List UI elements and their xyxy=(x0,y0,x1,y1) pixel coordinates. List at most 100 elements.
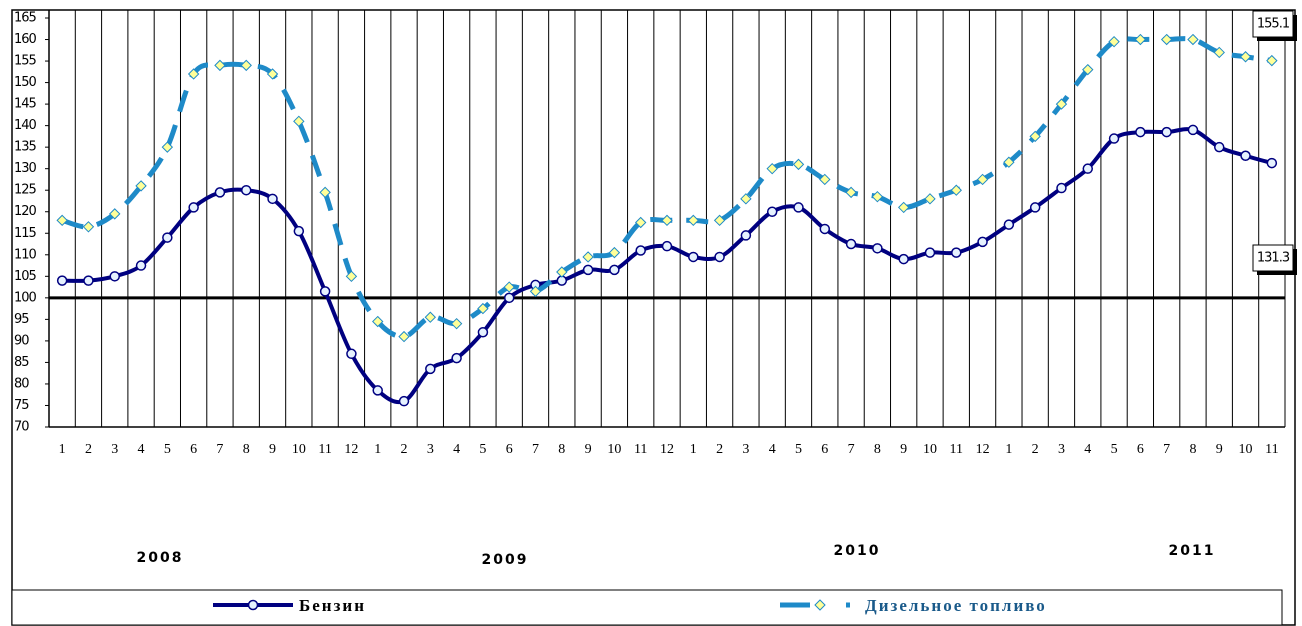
marker xyxy=(687,214,700,227)
marker xyxy=(951,247,962,258)
year-label: 2008 xyxy=(137,550,184,566)
x-tick-label: 5 xyxy=(164,442,171,457)
marker xyxy=(1082,63,1094,76)
marker xyxy=(372,315,384,328)
x-tick-label: 10 xyxy=(1239,442,1253,457)
x-tick-label: 3 xyxy=(111,442,118,457)
marker xyxy=(740,193,752,205)
year-label: 2010 xyxy=(834,543,881,559)
x-tick-label: 11 xyxy=(318,442,331,457)
marker xyxy=(451,352,462,364)
marker xyxy=(819,173,831,186)
marker xyxy=(740,230,752,241)
marker xyxy=(503,281,515,293)
x-tick-label: 8 xyxy=(1189,442,1196,457)
marker xyxy=(319,286,331,297)
marker xyxy=(1266,157,1278,169)
x-tick-label: 5 xyxy=(479,442,486,457)
marker xyxy=(267,193,278,205)
marker xyxy=(83,275,94,286)
marker xyxy=(529,285,542,298)
marker xyxy=(477,302,489,315)
marker xyxy=(82,221,95,233)
x-tick-label: 9 xyxy=(1216,442,1223,457)
marker xyxy=(1187,33,1199,46)
x-tick-label: 6 xyxy=(821,442,828,457)
legend-label: Дизельное топливо xyxy=(865,596,1047,615)
x-tick-label: 9 xyxy=(269,442,276,457)
x-tick-label: 2 xyxy=(1032,442,1039,457)
data-label: 131.3 xyxy=(1257,251,1290,266)
marker xyxy=(293,225,305,237)
y-tick-label: 75 xyxy=(14,398,29,413)
x-tick-label: 7 xyxy=(216,442,223,457)
marker xyxy=(1135,126,1146,138)
marker xyxy=(1266,54,1278,67)
marker xyxy=(713,214,726,227)
x-tick-label: 4 xyxy=(769,442,776,457)
marker xyxy=(977,236,988,248)
x-tick-label: 9 xyxy=(585,442,592,457)
marker xyxy=(1240,150,1251,162)
marker xyxy=(582,251,594,263)
y-tick-label: 120 xyxy=(14,204,37,219)
x-tick-label: 5 xyxy=(1111,442,1118,457)
marker xyxy=(635,245,646,256)
marker xyxy=(214,59,226,72)
y-tick-label: 115 xyxy=(14,226,37,241)
marker xyxy=(661,240,673,252)
legend-box xyxy=(11,589,1283,626)
y-tick-label: 95 xyxy=(14,312,29,327)
x-tick-label: 2 xyxy=(716,442,723,457)
marker xyxy=(924,247,936,258)
x-tick-label: 1 xyxy=(59,442,66,457)
y-tick-label: 100 xyxy=(14,290,37,305)
x-tick-label: 12 xyxy=(660,442,674,457)
marker xyxy=(814,599,826,611)
legend-label: Бензин xyxy=(299,596,366,615)
marker xyxy=(845,186,857,199)
marker xyxy=(188,202,199,213)
marker xyxy=(897,201,910,214)
marker xyxy=(240,59,252,72)
y-tick-label: 80 xyxy=(14,376,29,391)
y-tick-label: 150 xyxy=(14,75,37,90)
y-tick-label: 85 xyxy=(14,355,29,370)
marker xyxy=(56,214,68,227)
marker xyxy=(161,141,174,153)
marker xyxy=(345,270,358,283)
x-tick-label: 10 xyxy=(607,442,621,457)
marker xyxy=(661,214,673,227)
x-tick-label: 5 xyxy=(795,442,802,457)
y-tick-label: 130 xyxy=(14,161,37,176)
marker xyxy=(1029,130,1041,143)
marker xyxy=(319,186,331,199)
label-box xyxy=(1252,244,1294,272)
marker xyxy=(1187,124,1199,136)
marker xyxy=(240,184,252,196)
marker xyxy=(793,202,804,213)
year-label: 2011 xyxy=(1169,543,1216,559)
marker xyxy=(1056,182,1067,194)
marker xyxy=(398,395,410,407)
y-tick-label: 155 xyxy=(14,54,37,69)
marker xyxy=(714,251,725,263)
marker xyxy=(1003,219,1015,230)
marker xyxy=(372,385,383,396)
x-tick-label: 2 xyxy=(401,442,408,457)
marker xyxy=(187,68,200,80)
marker xyxy=(634,216,647,229)
marker xyxy=(1213,46,1225,59)
y-tick-label: 110 xyxy=(14,247,37,262)
marker xyxy=(924,193,936,205)
label-box xyxy=(1252,10,1294,38)
marker xyxy=(872,243,883,254)
marker xyxy=(162,232,173,243)
marker xyxy=(1160,33,1173,46)
x-tick-label: 1 xyxy=(374,442,381,457)
marker xyxy=(898,253,909,265)
x-tick-label: 4 xyxy=(1084,442,1091,457)
x-tick-label: 4 xyxy=(453,442,460,457)
marker xyxy=(688,251,699,263)
